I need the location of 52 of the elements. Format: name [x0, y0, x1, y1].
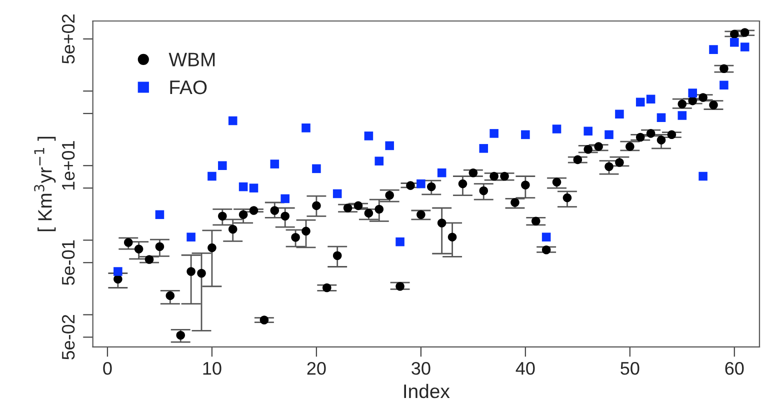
point	[270, 160, 280, 168]
point	[238, 182, 248, 192]
x-tick-label: 50	[620, 362, 640, 375]
point	[542, 232, 551, 242]
x-tick-label: 30	[412, 362, 430, 375]
point	[416, 179, 426, 188]
point	[228, 116, 238, 126]
point	[302, 124, 310, 132]
point	[709, 45, 718, 54]
point	[385, 141, 394, 150]
point	[312, 164, 321, 174]
x-tick-label: 10	[203, 362, 222, 375]
point	[364, 132, 374, 140]
point	[584, 126, 593, 136]
point	[208, 172, 216, 181]
point	[730, 38, 739, 47]
point	[186, 232, 196, 242]
point	[479, 144, 488, 153]
x-axis-title: Index	[404, 384, 450, 398]
point	[740, 42, 750, 52]
point	[521, 130, 530, 140]
point	[249, 184, 258, 192]
y-tick-label: 1e+01	[62, 141, 75, 190]
point	[374, 156, 384, 166]
legend-label: FAO	[170, 80, 207, 94]
y-tick-label: 5e-01	[62, 240, 75, 285]
x-tick-label: 60	[725, 362, 744, 375]
point	[615, 110, 624, 119]
point	[490, 129, 498, 138]
point	[678, 111, 687, 120]
point	[636, 98, 645, 107]
point	[646, 94, 656, 104]
point	[720, 80, 728, 90]
point	[114, 267, 122, 276]
point	[280, 194, 290, 204]
point	[656, 113, 666, 122]
point	[552, 124, 562, 134]
point	[218, 161, 227, 170]
y-tick-label: 5e+02	[62, 14, 75, 64]
y-axis-title: [ Km$^{3}$yr$^{−1}$ ]	[34, 136, 56, 232]
point	[437, 168, 446, 178]
point	[155, 210, 164, 220]
legend-label: WBM	[168, 52, 215, 66]
point	[332, 189, 342, 198]
x-tick-label: 0	[103, 362, 112, 375]
point	[688, 88, 697, 98]
x-tick-label: 40	[516, 362, 535, 375]
point	[604, 130, 614, 140]
point	[396, 237, 404, 246]
y-tick-label: 5e-02	[62, 314, 75, 360]
x-tick-label: 20	[307, 362, 326, 375]
point	[698, 172, 708, 181]
